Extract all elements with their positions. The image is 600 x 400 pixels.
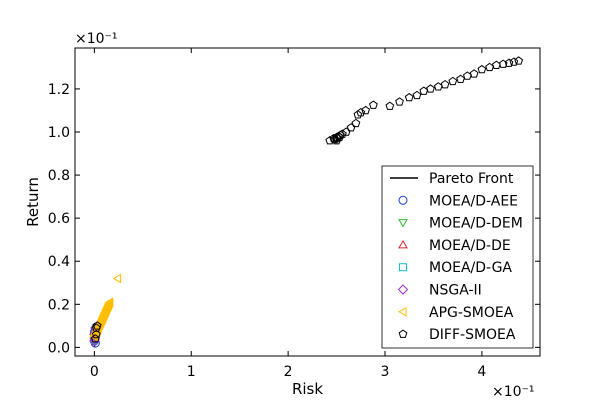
legend-entry-pareto-front: Pareto Front	[390, 171, 514, 187]
plot-frame	[74, 47, 541, 357]
legend-entry-moea-d-ga: MOEA/D-GA	[399, 260, 512, 276]
data-point-diff-smoea	[404, 92, 414, 102]
data-point-diff-smoea	[333, 133, 342, 143]
data-point-diff-smoea	[361, 105, 371, 115]
x-axis-multiplier: ×10⁻¹	[492, 384, 535, 400]
data-point-diff-smoea	[335, 132, 344, 142]
data-point-diff-smoea	[90, 334, 100, 343]
data-point-apg-smoea	[97, 313, 107, 324]
y-tick-label: 0.0	[48, 340, 70, 356]
legend-marker-nsga-ii	[397, 284, 409, 295]
data-point-diff-smoea	[91, 323, 101, 332]
legend-entry-nsga-ii: NSGA-II	[397, 283, 482, 299]
legend-marker-moea-d-dem	[398, 219, 408, 228]
legend-box	[381, 165, 534, 349]
data-point-apg-smoea	[100, 306, 110, 317]
data-point-diff-smoea	[514, 56, 524, 65]
data-point-apg-smoea	[98, 311, 108, 322]
series-apg-smoea	[89, 273, 122, 342]
y-tick-label: 1.0	[48, 125, 70, 141]
data-point-apg-smoea	[104, 298, 113, 309]
data-point-diff-smoea	[92, 321, 102, 330]
data-point-apg-smoea	[103, 300, 112, 311]
data-point-diff-smoea	[341, 127, 351, 136]
legend-label: Pareto Front	[429, 171, 514, 187]
y-tick-label: 1.2	[48, 82, 70, 98]
legend: Pareto Front MOEA/D-AEE MOEA/D-DEM MOEA/D-D…	[381, 165, 534, 349]
legend-marker-moea-d-aee	[398, 195, 408, 205]
x-tick-label: 3	[381, 364, 390, 380]
legend-label: MOEA/D-AEE	[429, 193, 518, 209]
x-tick-label: 4	[477, 364, 486, 380]
x-axis-label: Risk	[292, 380, 323, 398]
data-point-diff-smoea	[426, 84, 435, 93]
legend-entry-diff-smoea: DIFF-SMOEA	[398, 327, 516, 343]
data-point-apg-smoea	[95, 317, 105, 328]
legend-label: MOEA/D-GA	[429, 260, 512, 276]
data-point-apg-smoea	[99, 309, 109, 319]
data-point-apg-smoea	[112, 273, 122, 284]
y-axis-multiplier: ×10⁻¹	[75, 31, 118, 47]
data-point-diff-smoea	[368, 100, 378, 109]
data-layer	[89, 56, 524, 348]
data-point-diff-smoea	[469, 69, 479, 78]
legend-entry-moea-d-aee: MOEA/D-AEE	[398, 193, 518, 209]
legend-entry-moea-d-dem: MOEA/D-DEM	[398, 216, 523, 232]
legend-label: NSGA-II	[429, 283, 482, 299]
legend-marker-moea-d-ga	[399, 263, 407, 272]
data-point-diff-smoea	[412, 90, 422, 100]
data-point-diff-smoea	[351, 118, 361, 128]
data-point-diff-smoea	[332, 135, 341, 145]
data-point-apg-smoea	[102, 302, 111, 313]
data-point-diff-smoea	[504, 58, 514, 67]
data-point-diff-smoea	[448, 76, 458, 86]
data-point-diff-smoea	[456, 74, 465, 83]
y-tick-label: 0.4	[48, 254, 70, 270]
data-point-diff-smoea	[498, 59, 508, 68]
data-point-diff-smoea	[385, 101, 395, 110]
data-point-apg-smoea	[101, 304, 110, 315]
data-point-diff-smoea	[346, 123, 356, 132]
x-tick-label: 0	[90, 364, 99, 380]
legend-label: MOEA/D-DEM	[429, 216, 523, 232]
data-point-diff-smoea	[353, 110, 363, 119]
legend-label: MOEA/D-DE	[429, 238, 511, 254]
legend-marker-apg-smoea	[397, 306, 407, 317]
data-point-diff-smoea	[477, 64, 487, 74]
legend-entry-apg-smoea: APG-SMOEA	[397, 305, 514, 321]
data-point-diff-smoea	[356, 107, 366, 117]
data-point-diff-smoea	[509, 57, 519, 66]
x-tick-label: 1	[187, 364, 196, 380]
x-tick-label: 2	[284, 364, 293, 380]
data-point-diff-smoea	[395, 97, 404, 106]
data-point-apg-smoea	[96, 315, 106, 326]
y-axis-label: Return	[24, 177, 42, 227]
y-tick-label: 0.2	[48, 297, 70, 313]
ticks-layer: 0 1 2 3 4 0.0 0.2 0.4 0.6 0.8 1.0 1.2	[48, 48, 540, 380]
legend-marker-diff-smoea	[398, 329, 408, 338]
legend-marker-moea-d-de	[398, 239, 408, 249]
series-diff-smoea	[90, 56, 524, 343]
legend-label: APG-SMOEA	[429, 305, 514, 321]
data-point-diff-smoea	[440, 79, 450, 89]
data-point-diff-smoea	[492, 60, 501, 69]
legend-entry-moea-d-de: MOEA/D-DE	[398, 238, 511, 254]
y-tick-label: 0.6	[48, 211, 70, 227]
legend-label: DIFF-SMOEA	[429, 327, 516, 343]
y-tick-label: 0.8	[48, 168, 70, 184]
data-point-diff-smoea	[91, 329, 101, 339]
